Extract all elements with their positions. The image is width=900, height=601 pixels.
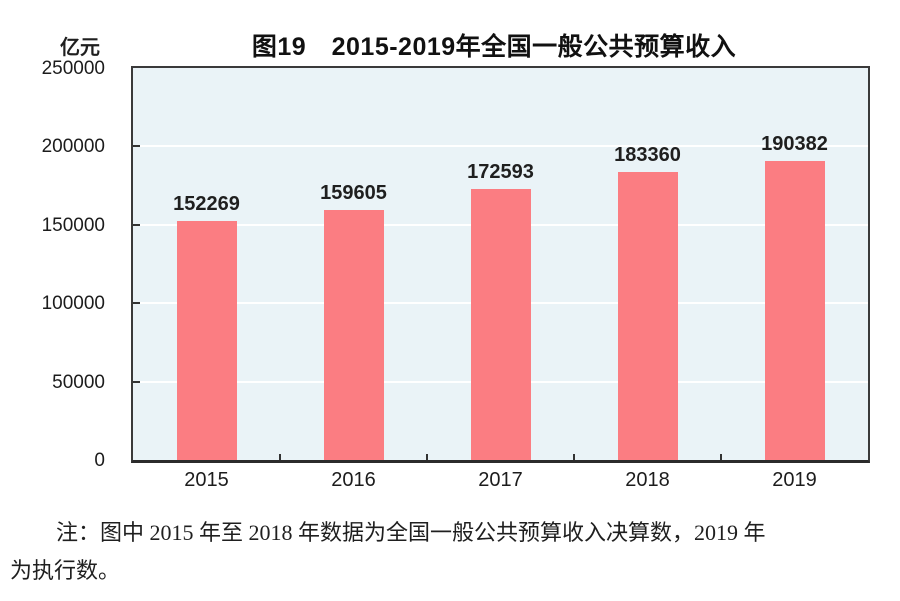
x-tick-label-2016: 2016 [331, 469, 376, 491]
y-tick-label: 100000 [41, 293, 105, 315]
y-axis-tick-mark [133, 380, 140, 383]
y-axis-tick-mark [133, 223, 140, 226]
x-axis-tick-mark [426, 454, 428, 460]
y-axis-tick-mark [133, 145, 140, 148]
footnote-line: 为执行数。 [10, 558, 121, 583]
x-tick-label-2018: 2018 [625, 469, 670, 491]
footnote-line: 注：图中 2015 年至 2018 年数据为全国一般公共预算收入决算数，2019… [56, 520, 766, 545]
x-axis-tick-mark [720, 454, 722, 460]
bar-2019 [764, 161, 825, 460]
bar-2015 [176, 221, 237, 460]
gridline [133, 145, 868, 148]
bar-2017 [470, 189, 531, 460]
y-axis-unit-label: 亿元 [60, 37, 100, 59]
x-axis-tick-mark [573, 454, 575, 460]
x-tick-label-2019: 2019 [772, 469, 817, 491]
x-tick-label-2017: 2017 [478, 469, 523, 491]
y-tick-label: 150000 [41, 214, 105, 236]
bar-2016 [323, 210, 384, 460]
bar-value-label: 190382 [761, 133, 828, 155]
bar-value-label: 183360 [614, 144, 681, 166]
y-tick-label: 0 [94, 450, 105, 471]
bar-value-label: 172593 [467, 161, 534, 183]
bar-value-label: 152269 [173, 193, 240, 215]
y-tick-label: 50000 [52, 371, 105, 393]
y-axis-tick-mark [133, 302, 140, 305]
x-tick-label-2015: 2015 [184, 469, 229, 491]
y-tick-label: 200000 [41, 136, 105, 158]
bar-value-label: 159605 [320, 182, 387, 204]
y-tick-label: 250000 [41, 58, 105, 79]
x-axis-tick-mark [279, 454, 281, 460]
bar-2018 [617, 172, 678, 460]
footnote: 注：图中 2015 年至 2018 年数据为全国一般公共预算收入决算数，2019… [10, 514, 892, 590]
chart-title: 图19 2015-2019年全国一般公共预算收入 [251, 33, 737, 61]
plot-area: 152269 159605 172593 183360 190382 [131, 66, 870, 463]
